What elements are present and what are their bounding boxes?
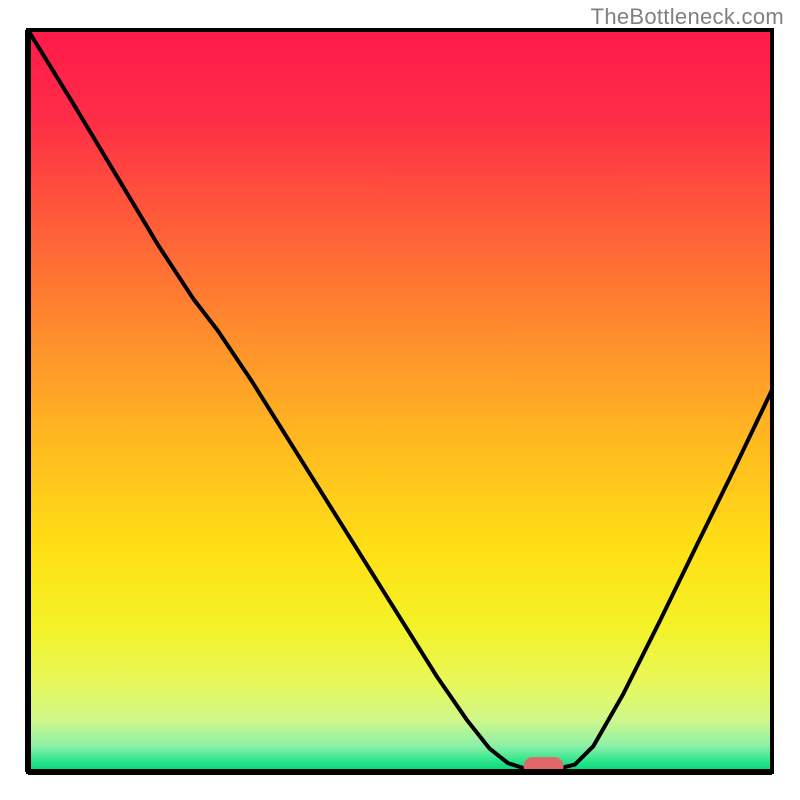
gradient-background (28, 30, 772, 772)
bottleneck-chart (0, 0, 800, 800)
chart-container: TheBottleneck.com (0, 0, 800, 800)
